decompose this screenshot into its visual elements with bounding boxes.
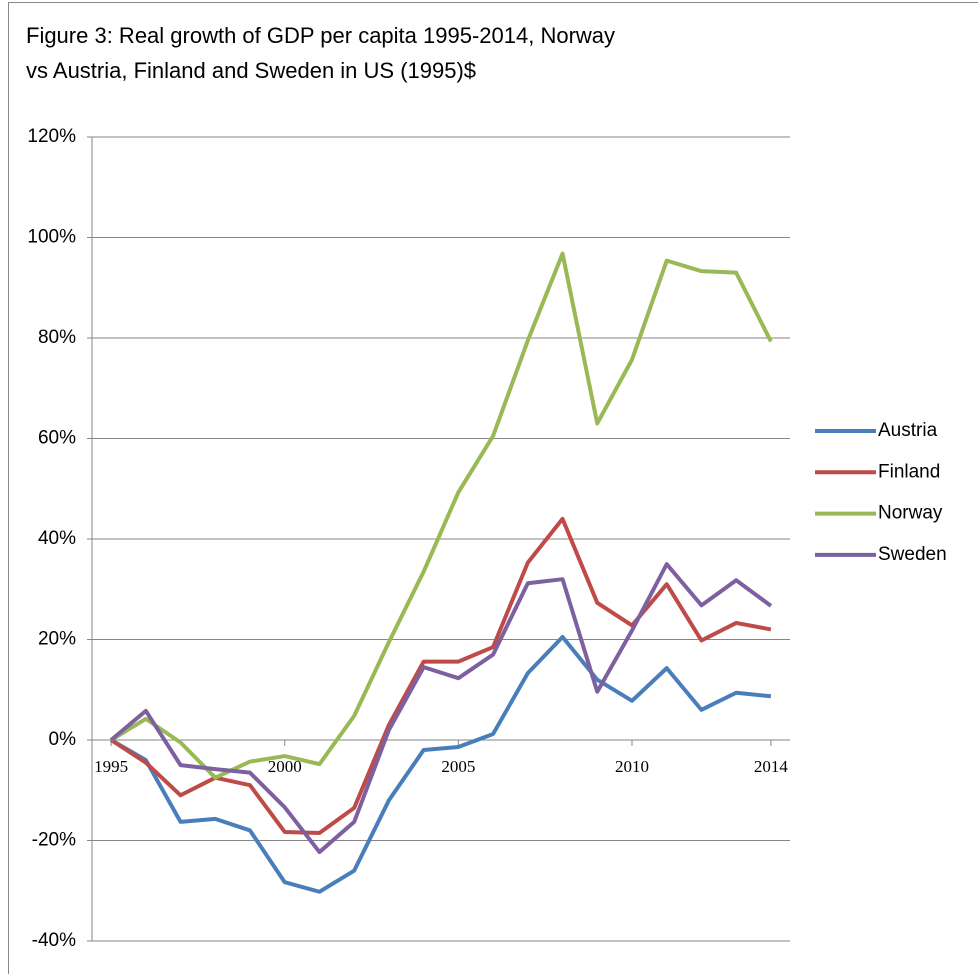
y-tick-label: 0% (49, 729, 77, 750)
legend-label: Austria (878, 420, 938, 441)
y-tick-label: -20% (32, 830, 76, 851)
legend-label: Sweden (878, 544, 947, 565)
legend-label: Finland (878, 461, 940, 482)
y-tick-label: 120% (27, 126, 76, 147)
legend-label: Norway (878, 503, 943, 524)
y-tick-label: -40% (32, 930, 76, 951)
y-tick-label: 80% (38, 327, 76, 348)
y-tick-label: 40% (38, 528, 76, 549)
series-line (110, 634, 772, 894)
series-line (109, 562, 773, 855)
x-tick-label: 2000 (268, 757, 302, 776)
series-line (110, 516, 772, 835)
chart-frame (8, 2, 978, 974)
x-tick-label: 1995 (94, 757, 128, 776)
series-line (110, 251, 773, 780)
x-tick-label: 2014 (754, 757, 789, 776)
chart-title: Figure 3: Real growth of GDP per capita … (26, 23, 616, 83)
x-tick-label: 2005 (441, 757, 475, 776)
y-tick-label: 100% (27, 227, 76, 248)
y-tick-label: 60% (38, 428, 76, 449)
y-tick-label: 20% (38, 629, 76, 650)
x-tick-label: 2010 (615, 757, 649, 776)
